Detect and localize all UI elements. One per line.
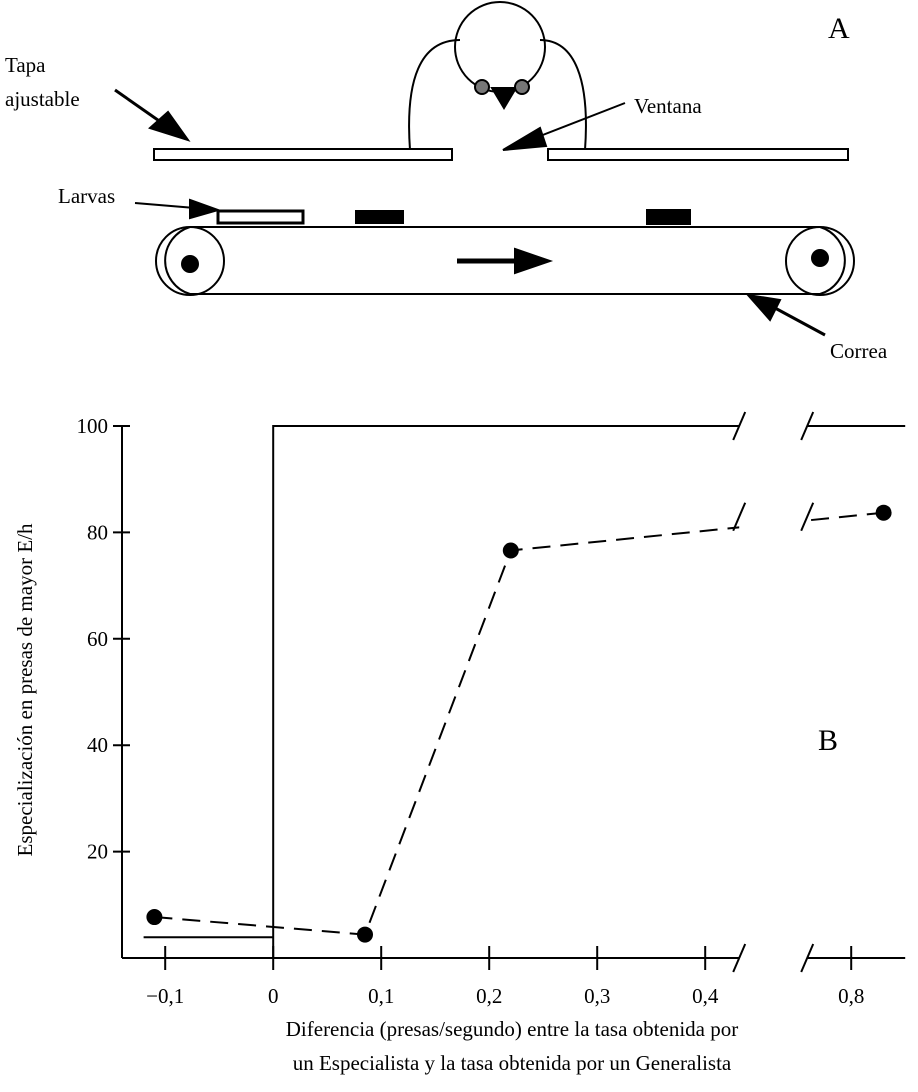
apparatus-diagram (114, 1, 855, 337)
y-tick-label: 20 (87, 840, 108, 864)
panel-label: A (828, 12, 850, 45)
chart: 20 40 60 80 100 −0,1 0 0,1 0,2 0,3 0,4 0,8 (77, 406, 906, 1008)
y-tick-label: 60 (87, 627, 108, 651)
x-axis-label: Diferencia (presas/segundo) entre la tas… (286, 1017, 738, 1041)
axis-break-mark (732, 943, 747, 973)
x-tick-label: 0,2 (476, 984, 502, 1008)
y-tick-label: 100 (77, 414, 109, 438)
y-axis-label: Especialización en presas de mayor E/h (13, 523, 37, 856)
x-tick-label: 0 (268, 984, 279, 1008)
x-axis-label: un Especialista y la tasa obtenida por u… (293, 1051, 732, 1075)
x-tick-label: 0,3 (584, 984, 610, 1008)
x-tick-label: 0,4 (692, 984, 719, 1008)
series-line (143, 425, 906, 958)
axis-break-mark (800, 943, 815, 973)
x-tick-label: −0,1 (146, 984, 184, 1008)
belt-label: Correa (830, 339, 888, 363)
axis-break-mark (800, 502, 815, 532)
data-point (146, 909, 163, 926)
lid-label: ajustable (5, 87, 80, 111)
x-tick-label: 0,1 (368, 984, 394, 1008)
axis-break-mark (732, 411, 747, 441)
data-point (502, 542, 519, 559)
data-point (357, 926, 373, 943)
y-tick-label: 40 (87, 733, 108, 757)
larvae-label: Larvas (58, 184, 115, 208)
y-tick-label: 80 (87, 520, 108, 544)
x-tick-label: 0,8 (838, 984, 864, 1008)
panel-label: B (818, 724, 838, 757)
window-label: Ventana (634, 94, 702, 118)
axis-break-gap (739, 406, 808, 968)
data-point (875, 504, 892, 521)
axis-break-mark (800, 411, 815, 441)
lid-label: Tapa (5, 53, 46, 77)
axis-break-mark (732, 502, 747, 532)
